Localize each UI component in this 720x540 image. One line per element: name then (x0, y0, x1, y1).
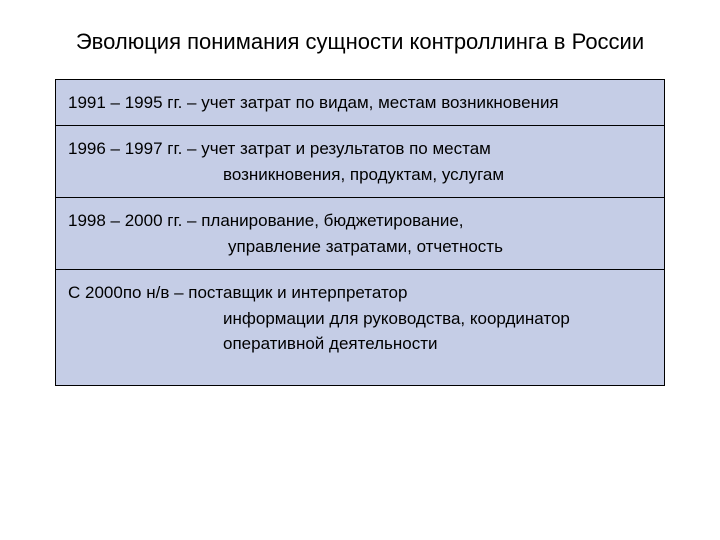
cell-line: оперативной деятельности (68, 331, 652, 357)
cell-line: возникновения, продуктам, услугам (68, 162, 652, 188)
cell-line: 1998 – 2000 гг. – планирование, бюджетир… (68, 208, 652, 234)
table-cell: 1991 – 1995 гг. – учет затрат по видам, … (56, 79, 665, 126)
table-row: 1991 – 1995 гг. – учет затрат по видам, … (56, 79, 665, 126)
cell-line: С 2000по н/в – поставщик и интерпретатор (68, 280, 652, 306)
cell-line: 1996 – 1997 гг. – учет затрат и результа… (68, 136, 652, 162)
cell-line: управление затратами, отчетность (68, 234, 652, 260)
table-container: 1991 – 1995 гг. – учет затрат по видам, … (55, 79, 665, 386)
cell-line: информации для руководства, координатор (68, 306, 652, 332)
table-cell: С 2000по н/в – поставщик и интерпретатор… (56, 270, 665, 386)
slide-container: Эволюция понимания сущности контроллинга… (0, 0, 720, 540)
table-row: 1998 – 2000 гг. – планирование, бюджетир… (56, 198, 665, 270)
cell-line: 1991 – 1995 гг. – учет затрат по видам, … (68, 90, 652, 116)
slide-title: Эволюция понимания сущности контроллинга… (0, 28, 720, 57)
table-cell: 1996 – 1997 гг. – учет затрат и результа… (56, 126, 665, 198)
evolution-table: 1991 – 1995 гг. – учет затрат по видам, … (55, 79, 665, 386)
table-row: С 2000по н/в – поставщик и интерпретатор… (56, 270, 665, 386)
table-cell: 1998 – 2000 гг. – планирование, бюджетир… (56, 198, 665, 270)
table-row: 1996 – 1997 гг. – учет затрат и результа… (56, 126, 665, 198)
